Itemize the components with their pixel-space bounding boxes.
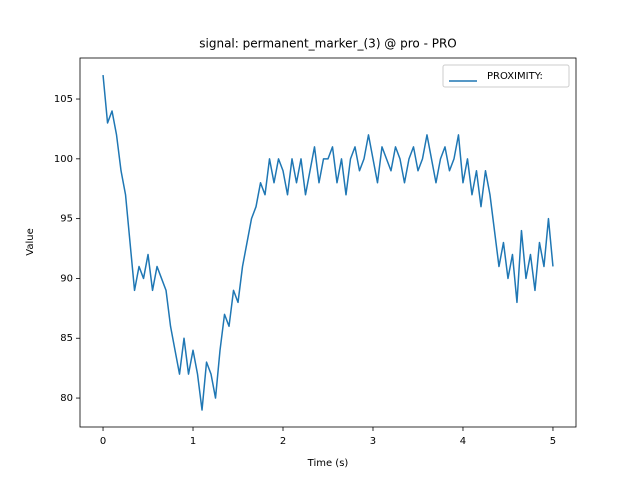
x-tick-label: 5 <box>550 436 556 447</box>
y-tick-label: 80 <box>60 393 73 404</box>
x-tick-label: 1 <box>190 436 196 447</box>
y-tick-label: 100 <box>54 154 73 165</box>
x-tick-label: 0 <box>100 436 106 447</box>
y-tick-label: 95 <box>60 214 73 225</box>
x-tick-label: 2 <box>280 436 286 447</box>
y-axis-label: Value <box>25 228 36 255</box>
x-axis-label: Time (s) <box>307 458 349 469</box>
plot-frame <box>79 57 577 428</box>
x-tick-label: 3 <box>370 436 376 447</box>
legend-label: PROXIMITY: <box>487 71 543 82</box>
x-tick-label: 4 <box>460 436 466 447</box>
chart-title: signal: permanent_marker_(3) @ pro - PRO <box>199 37 456 51</box>
y-tick-label: 85 <box>60 333 73 344</box>
y-tick-label: 90 <box>60 273 73 284</box>
y-tick-label: 105 <box>54 94 73 105</box>
data-line <box>102 75 554 411</box>
